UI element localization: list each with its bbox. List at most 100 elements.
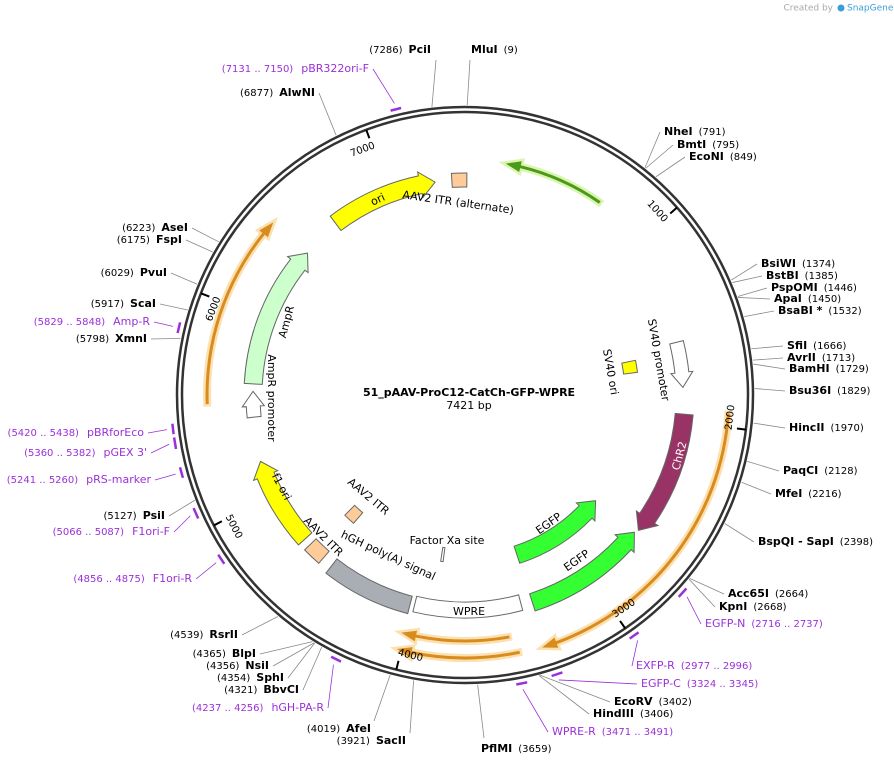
enzyme-leader <box>466 59 471 106</box>
enzyme-name: PaqCI <box>783 464 818 477</box>
enzyme-site: (1829) <box>837 386 870 397</box>
enzyme-leader <box>689 578 725 595</box>
primer-mark <box>390 106 402 112</box>
ruler-label: 4000 <box>397 647 424 664</box>
primer-range: (2716 .. 2737) <box>751 619 823 630</box>
primer-leader <box>173 515 191 533</box>
feature-label: ori <box>369 191 387 209</box>
enzyme-leader <box>159 303 188 311</box>
ruler-label: 1000 <box>644 198 669 224</box>
enzyme-leader <box>409 680 414 734</box>
enzyme-leader <box>724 523 755 543</box>
enzyme-label: ApaI (1450) <box>774 292 841 305</box>
enzyme-label: BsaBI * (1532) <box>778 304 862 317</box>
enzyme-label: (4356) NsiI <box>206 659 269 672</box>
enzyme-name: PspOMI <box>771 281 818 294</box>
feature <box>241 390 266 419</box>
primer-label: (5066 .. 5087) F1ori-F <box>53 525 170 538</box>
enzyme-leader <box>751 345 784 350</box>
enzyme-name: AvrII <box>787 351 816 364</box>
enzyme-site: (1374) <box>802 259 835 270</box>
map-length: 7421 bp <box>446 399 491 412</box>
primer-mark <box>178 466 185 479</box>
enzyme-label: Acc65I (2664) <box>728 587 808 600</box>
enzyme-leader <box>738 297 771 300</box>
enzyme-label: BspQI - SapI (2398) <box>758 535 873 548</box>
primer-label: (7131 .. 7150) pBR322ori-F <box>222 62 369 75</box>
enzyme-leader <box>644 131 661 168</box>
primer-leader <box>153 321 174 327</box>
enzyme-name: ScaI <box>130 297 156 310</box>
primer-leader <box>558 679 638 685</box>
primer-leader <box>631 640 638 667</box>
primer-label: (5829 .. 5848) Amp-R <box>34 315 151 328</box>
enzyme-name: RsrII <box>209 628 238 641</box>
enzyme-leader <box>259 641 313 655</box>
features <box>203 158 733 663</box>
primer-name: pBR322ori-F <box>301 62 369 75</box>
enzyme-label: (6029) PvuI <box>101 266 167 279</box>
enzyme-name: AfeI <box>346 722 371 735</box>
primer-label: (5241 .. 5260) pRS-marker <box>7 473 152 486</box>
enzyme-site: (4539) <box>170 630 203 641</box>
enzyme-label: PspOMI (1446) <box>771 281 857 294</box>
enzyme-name: BamHI <box>789 362 830 375</box>
feature <box>450 172 468 188</box>
primer-name: F1ori-F <box>132 525 170 538</box>
enzyme-leader <box>744 310 775 318</box>
ruler-label: 3000 <box>610 597 637 620</box>
enzyme-site: (2398) <box>840 537 873 548</box>
primer-leader <box>327 664 334 709</box>
feature <box>513 500 597 564</box>
enzyme-label: (6175) FspI <box>117 233 182 246</box>
enzyme-site: (2668) <box>753 602 786 613</box>
enzyme-label: Bsu36I (1829) <box>789 384 871 397</box>
ruler-label: 5000 <box>223 513 244 541</box>
feature <box>329 171 436 232</box>
highlight-arc <box>401 630 510 643</box>
enzyme-leader <box>318 92 337 136</box>
feature <box>344 504 364 525</box>
feature-label: AAV2 ITR (alternate) <box>402 188 515 217</box>
enzyme-label: (6877) AlwNI <box>240 86 315 99</box>
primer-mark <box>192 507 200 520</box>
enzyme-site: (1446) <box>824 283 857 294</box>
primer-leader <box>195 562 217 580</box>
enzyme-label: KpnI (2668) <box>719 600 787 613</box>
enzyme-label: (4354) SphI <box>217 671 284 684</box>
enzyme-site: (6029) <box>101 268 134 279</box>
enzyme-label: PflMI (3659) <box>481 742 552 755</box>
enzyme-site: (3402) <box>659 697 692 708</box>
enzyme-label: EcoRV (3402) <box>614 695 692 708</box>
highlight-arc <box>505 161 601 204</box>
enzyme-leader <box>168 499 195 517</box>
enzyme-name: KpnI <box>719 600 747 613</box>
enzyme-site: (5798) <box>76 334 109 345</box>
primer-label: (4856 .. 4875) F1ori-R <box>73 572 192 585</box>
enzyme-name: HindIII <box>593 707 634 720</box>
enzyme-site: (5917) <box>91 299 124 310</box>
enzyme-leader <box>732 275 763 283</box>
enzyme-site: (1532) <box>828 306 861 317</box>
highlight-arc <box>542 413 730 648</box>
primer-label: EGFP-N (2716 .. 2737) <box>705 617 823 630</box>
enzyme-leader <box>731 263 758 281</box>
enzyme-site: (1970) <box>831 423 864 434</box>
enzyme-label: HindIII (3406) <box>593 707 673 720</box>
primer-name: Amp-R <box>113 315 150 328</box>
primer-label: (4237 .. 4256) hGH-PA-R <box>192 701 324 714</box>
primer-name: WPRE-R <box>552 725 596 738</box>
primer-leader <box>686 596 702 625</box>
primer-range: (7131 .. 7150) <box>222 64 294 75</box>
enzyme-label: NheI (791) <box>664 125 726 138</box>
enzyme-site: (6223) <box>122 223 155 234</box>
enzyme-label: BsiWI (1374) <box>761 257 835 270</box>
primer-leader <box>147 429 168 434</box>
enzyme-name: BmtI <box>677 138 706 151</box>
enzyme-leader <box>431 59 437 107</box>
ruler-tick <box>213 520 223 527</box>
enzyme-site: (1713) <box>822 353 855 364</box>
enzyme-label: SfiI (1666) <box>787 339 847 352</box>
enzyme-leader <box>241 616 279 636</box>
